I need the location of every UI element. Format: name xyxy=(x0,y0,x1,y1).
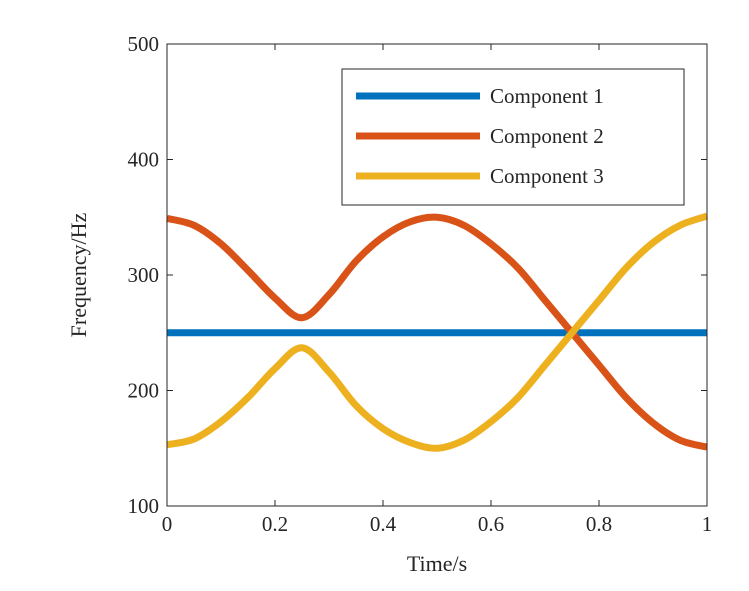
y-tick-label: 100 xyxy=(128,494,160,518)
x-tick-label: 0 xyxy=(162,512,173,536)
legend-label-3: Component 3 xyxy=(490,164,604,188)
x-tick-label: 0.4 xyxy=(370,512,397,536)
y-tick-label: 200 xyxy=(128,379,160,403)
axis-ticks: 0 0.2 0.4 0.6 0.8 1 100 200 300 400 500 xyxy=(128,32,713,536)
legend: Component 1 Component 2 Component 3 xyxy=(341,68,685,206)
y-tick-label: 400 xyxy=(128,148,160,172)
x-tick-label: 0.8 xyxy=(586,512,612,536)
x-tick-label: 0.2 xyxy=(262,512,288,536)
legend-label-1: Component 1 xyxy=(490,84,604,108)
x-axis-label: Time/s xyxy=(407,551,467,576)
y-tick-label: 500 xyxy=(128,32,160,56)
series-line-2 xyxy=(166,213,708,451)
series-line-3 xyxy=(166,212,709,452)
x-tick-label: 1 xyxy=(702,512,713,536)
legend-label-2: Component 2 xyxy=(490,124,604,148)
y-axis-label: Frequency/Hz xyxy=(66,212,91,337)
y-tick-label: 300 xyxy=(128,263,160,287)
x-tick-label: 0.6 xyxy=(478,512,504,536)
series-lines xyxy=(166,212,709,452)
